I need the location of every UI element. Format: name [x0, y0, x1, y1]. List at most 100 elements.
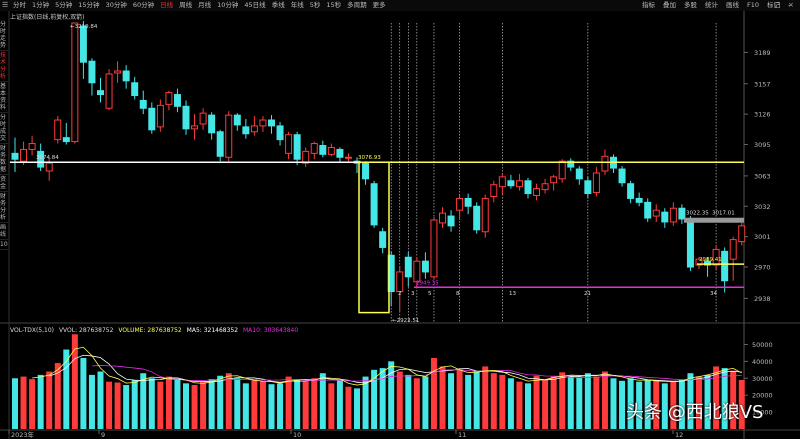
- volume-bar[interactable]: [123, 385, 130, 429]
- candle-body[interactable]: [199, 112, 207, 125]
- candle-body[interactable]: [430, 219, 438, 278]
- candle-body[interactable]: [712, 248, 720, 266]
- candle-body[interactable]: [704, 260, 712, 266]
- candle-body[interactable]: [285, 134, 293, 154]
- volume-bar[interactable]: [499, 374, 506, 429]
- volume-bar[interactable]: [54, 363, 61, 429]
- volume-bar[interactable]: [217, 375, 224, 429]
- sidebar-item[interactable]: 10: [0, 241, 8, 250]
- period-tab[interactable]: 30分钟: [105, 1, 127, 9]
- volume-bar[interactable]: [12, 378, 18, 429]
- candle-body[interactable]: [695, 258, 703, 266]
- volume-bar[interactable]: [704, 374, 711, 429]
- candle-body[interactable]: [344, 156, 352, 159]
- candle-body[interactable]: [293, 134, 301, 160]
- sidebar-item[interactable]: 分时成交: [0, 114, 8, 144]
- candle-body[interactable]: [575, 168, 583, 180]
- candle-body[interactable]: [156, 104, 164, 128]
- volume-bar[interactable]: [696, 376, 702, 429]
- tool-button[interactable]: F10: [747, 1, 760, 9]
- period-tab[interactable]: 5秒: [309, 1, 321, 9]
- volume-bar[interactable]: [285, 376, 292, 429]
- volume-bar[interactable]: [465, 374, 472, 429]
- sidebar-item[interactable]: 资金: [0, 176, 8, 192]
- menu-icon[interactable]: ☰: [2, 1, 9, 9]
- sidebar-item[interactable]: 财务分析: [0, 193, 8, 223]
- volume-bar[interactable]: [653, 380, 660, 429]
- candle-body[interactable]: [738, 225, 746, 243]
- period-tab[interactable]: 15分钟: [78, 1, 100, 9]
- volume-bar[interactable]: [225, 373, 232, 429]
- candle-body[interactable]: [387, 254, 395, 293]
- period-tab[interactable]: 45日线: [244, 1, 266, 9]
- volume-bar[interactable]: [71, 334, 78, 429]
- volume-bar[interactable]: [507, 378, 514, 429]
- candle-body[interactable]: [62, 137, 70, 143]
- volume-bar[interactable]: [482, 366, 489, 429]
- sidebar-item[interactable]: 技术分析: [0, 52, 8, 82]
- volume-bar[interactable]: [277, 383, 284, 429]
- candle-body[interactable]: [327, 146, 335, 155]
- candle-body[interactable]: [379, 231, 387, 248]
- period-tab[interactable]: 10分钟: [217, 1, 239, 9]
- volume-bar[interactable]: [165, 376, 172, 429]
- candle-body[interactable]: [627, 183, 635, 199]
- period-tab[interactable]: 年线: [290, 1, 304, 9]
- volume-bar[interactable]: [550, 376, 557, 429]
- candle-body[interactable]: [601, 155, 609, 172]
- candle-body[interactable]: [721, 250, 729, 282]
- period-tab[interactable]: 多周期: [347, 1, 367, 9]
- period-tab[interactable]: 5分钟: [55, 1, 73, 9]
- volume-bar[interactable]: [456, 369, 463, 429]
- volume-bar[interactable]: [636, 381, 643, 429]
- volume-bar[interactable]: [63, 349, 70, 429]
- candle-body[interactable]: [456, 197, 464, 211]
- candle-body[interactable]: [216, 131, 224, 157]
- volume-bar[interactable]: [80, 357, 87, 429]
- candle-body[interactable]: [79, 25, 87, 63]
- period-tab[interactable]: 1分钟: [32, 1, 50, 9]
- candle-body[interactable]: [421, 260, 429, 273]
- period-tab[interactable]: 15秒: [326, 1, 342, 9]
- candle-body[interactable]: [336, 148, 344, 158]
- candle-body[interactable]: [661, 211, 669, 223]
- candle-body[interactable]: [173, 94, 181, 107]
- candle-body[interactable]: [550, 176, 558, 184]
- volume-bar[interactable]: [37, 374, 44, 429]
- candle-body[interactable]: [524, 180, 532, 195]
- candle-body[interactable]: [276, 125, 284, 141]
- volume-bar[interactable]: [559, 372, 566, 429]
- candle-body[interactable]: [729, 239, 737, 260]
- candle-body[interactable]: [567, 160, 575, 168]
- tool-button[interactable]: 指标: [642, 1, 655, 9]
- candle-body[interactable]: [541, 183, 549, 191]
- candle-body[interactable]: [28, 143, 36, 150]
- sidebar-item[interactable]: 分时走势: [0, 21, 8, 51]
- volume-bar[interactable]: [576, 377, 583, 429]
- volume-bar[interactable]: [200, 381, 207, 429]
- candle-body[interactable]: [652, 209, 660, 217]
- candle-body[interactable]: [515, 180, 523, 188]
- candle-body[interactable]: [268, 119, 275, 127]
- tool-button[interactable]: 统计: [705, 1, 718, 9]
- candle-body[interactable]: [404, 256, 412, 278]
- candle-body[interactable]: [37, 150, 45, 168]
- candle-body[interactable]: [105, 73, 113, 109]
- candle-body[interactable]: [225, 114, 233, 158]
- volume-bar[interactable]: [354, 388, 360, 429]
- period-tab[interactable]: 日线: [160, 1, 174, 9]
- volume-bar[interactable]: [473, 371, 480, 429]
- volume-bar[interactable]: [174, 379, 181, 429]
- volume-bar[interactable]: [730, 370, 737, 429]
- candle-body[interactable]: [131, 82, 139, 97]
- tool-button[interactable]: 叠加: [663, 1, 676, 9]
- sidebar-item[interactable]: 财务数据: [0, 145, 8, 175]
- volume-bar[interactable]: [379, 368, 386, 429]
- candle-body[interactable]: [165, 92, 173, 105]
- candle-body[interactable]: [97, 90, 104, 96]
- restore-icon[interactable]: □: [774, 1, 781, 9]
- sidebar-item[interactable]: 基本资料: [0, 83, 8, 113]
- volume-bar[interactable]: [738, 379, 745, 429]
- tool-button[interactable]: 画线: [726, 1, 739, 9]
- volume-bar[interactable]: [448, 373, 455, 429]
